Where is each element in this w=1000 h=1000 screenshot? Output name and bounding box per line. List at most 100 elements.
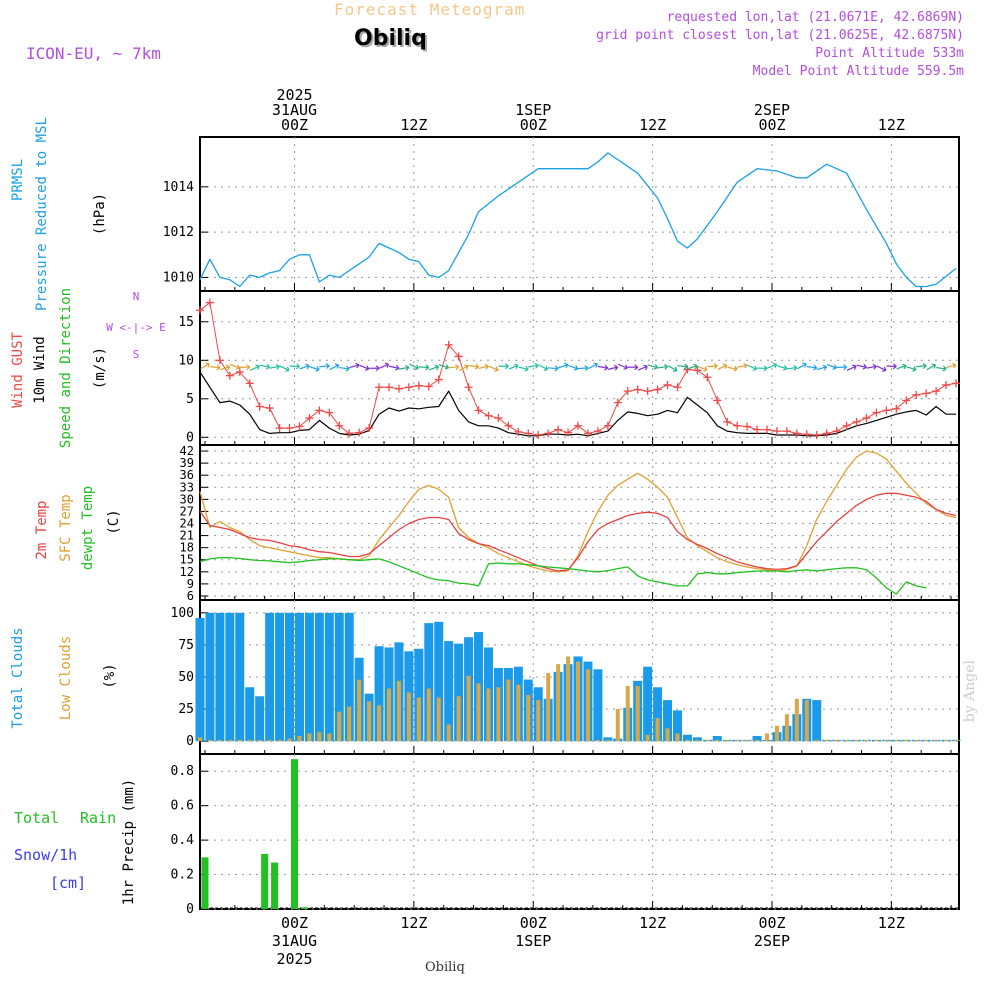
wind-direction-arrow: [747, 364, 758, 371]
total-cloud-bar: [434, 621, 444, 742]
low-cloud-bar: [595, 739, 600, 742]
low-cloud-bar: [954, 739, 959, 742]
gust-marker: [205, 298, 214, 307]
total-cloud-bar: [682, 734, 692, 742]
wind-direction-arrow: [846, 364, 857, 371]
total-cloud-bar: [255, 696, 265, 742]
low-cloud-bar: [665, 728, 670, 742]
gust-marker: [593, 427, 602, 436]
total-cloud-bar: [294, 612, 304, 742]
arrow-shape: [737, 362, 748, 369]
gust-marker: [414, 381, 423, 390]
low-cloud-bar: [625, 685, 630, 742]
cloud-unit-label: (%): [102, 663, 118, 688]
low-cloud-bar: [645, 734, 650, 742]
arrow-shape: [538, 364, 549, 371]
y-tick-label: 0.4: [171, 833, 195, 848]
total-cloud-bar: [424, 623, 434, 742]
low-cloud-bar: [784, 714, 789, 742]
wind-direction-arrow: [349, 362, 360, 369]
wind-direction-arrow: [379, 362, 390, 369]
arrow-shape: [607, 364, 619, 371]
low-cloud-bar: [635, 685, 640, 742]
rain-bar: [271, 862, 279, 909]
arrow-shape: [388, 364, 400, 371]
low-cloud-bar: [347, 706, 352, 742]
gust-marker: [434, 375, 443, 384]
arrow-shape: [448, 364, 460, 370]
wind-direction-arrow: [319, 363, 330, 369]
gust-marker: [315, 406, 324, 415]
grid-point-coordinates: grid point closest lon,lat (21.0625E, 42…: [596, 28, 964, 43]
arrow-shape: [806, 364, 818, 371]
wind-direction-arrow: [757, 365, 768, 372]
arrow-shape: [786, 365, 798, 371]
y-tick-label: 0.2: [171, 868, 194, 883]
arrow-shape: [856, 363, 867, 370]
bottom-time-label: 12Z: [400, 914, 427, 932]
total-cloud-bar: [712, 736, 722, 742]
wind-speed-direction-label: Speed and Direction: [58, 288, 74, 448]
gust-marker: [454, 352, 463, 361]
low-cloud-bar: [864, 739, 869, 742]
y-tick-label: 25: [178, 702, 194, 717]
arrow-shape: [289, 363, 300, 370]
y-tick-label: 39: [180, 456, 194, 470]
arrow-shape: [797, 362, 807, 370]
low-cloud-bar: [357, 679, 362, 742]
y-tick-label: 27: [180, 504, 194, 518]
gust-marker: [574, 421, 583, 430]
gust-marker: [633, 385, 642, 394]
bottom-time-label: 00Z: [520, 914, 547, 932]
low-cloud-bar: [605, 739, 610, 742]
low-cloud-bar: [536, 700, 541, 742]
wind-direction-arrow: [697, 365, 708, 372]
y-tick-label: 0: [186, 902, 194, 917]
wind-direction-arrow: [806, 364, 818, 371]
low-cloud-bar: [297, 736, 302, 742]
low-cloud-bar: [416, 697, 421, 742]
wind-direction-arrow: [498, 363, 509, 370]
gust-marker: [703, 373, 712, 382]
wind-direction-arrow: [657, 363, 668, 370]
arrow-shape: [209, 364, 221, 371]
total-cloud-bar: [285, 612, 295, 742]
gust-marker: [852, 417, 861, 426]
low-cloud-bar: [874, 739, 879, 742]
low-cloud-bar: [257, 739, 262, 742]
y-tick-label: 1014: [163, 180, 194, 195]
wind-direction-arrow: [737, 362, 748, 369]
wind-direction-arrow: [329, 363, 340, 371]
y-tick-label: 12: [180, 565, 194, 579]
total-cloud-bar: [752, 736, 762, 742]
station-title: Obiliq: [354, 26, 427, 51]
wind-direction-arrow: [816, 364, 828, 371]
arrow-shape: [647, 363, 658, 370]
gust-marker: [842, 421, 851, 430]
arrow-shape: [359, 364, 370, 371]
low-cloud-bar: [476, 683, 481, 742]
arrow-shape: [379, 362, 390, 369]
total-cloud-bar: [454, 643, 464, 742]
wind-direction-arrow: [209, 364, 221, 371]
gust-marker: [613, 398, 622, 407]
arrow-shape: [259, 363, 271, 370]
precip-unit-label: 1hr Precip (mm): [121, 779, 137, 905]
wind-direction-arrow: [936, 365, 947, 372]
low-cloud-bar: [227, 739, 232, 742]
wind-direction-arrow: [896, 363, 907, 370]
requested-coordinates: requested lon,lat (21.0671E, 42.6869N): [666, 10, 964, 25]
low-cloud-bar: [715, 739, 720, 742]
low-cloud-bar: [944, 739, 949, 742]
wind-direction-arrow: [468, 363, 479, 370]
low-cloud-bar: [884, 739, 889, 742]
wind-direction-arrow: [717, 363, 728, 370]
low-cloud-bar: [735, 739, 740, 742]
gust-marker: [375, 383, 384, 392]
wind-direction-arrow: [767, 362, 778, 369]
wind-direction-arrow: [667, 365, 678, 372]
wind-direction-arrow: [588, 362, 598, 370]
arrow-shape: [826, 363, 837, 370]
gust-marker: [265, 404, 274, 413]
low-cloud-bar: [585, 669, 590, 742]
